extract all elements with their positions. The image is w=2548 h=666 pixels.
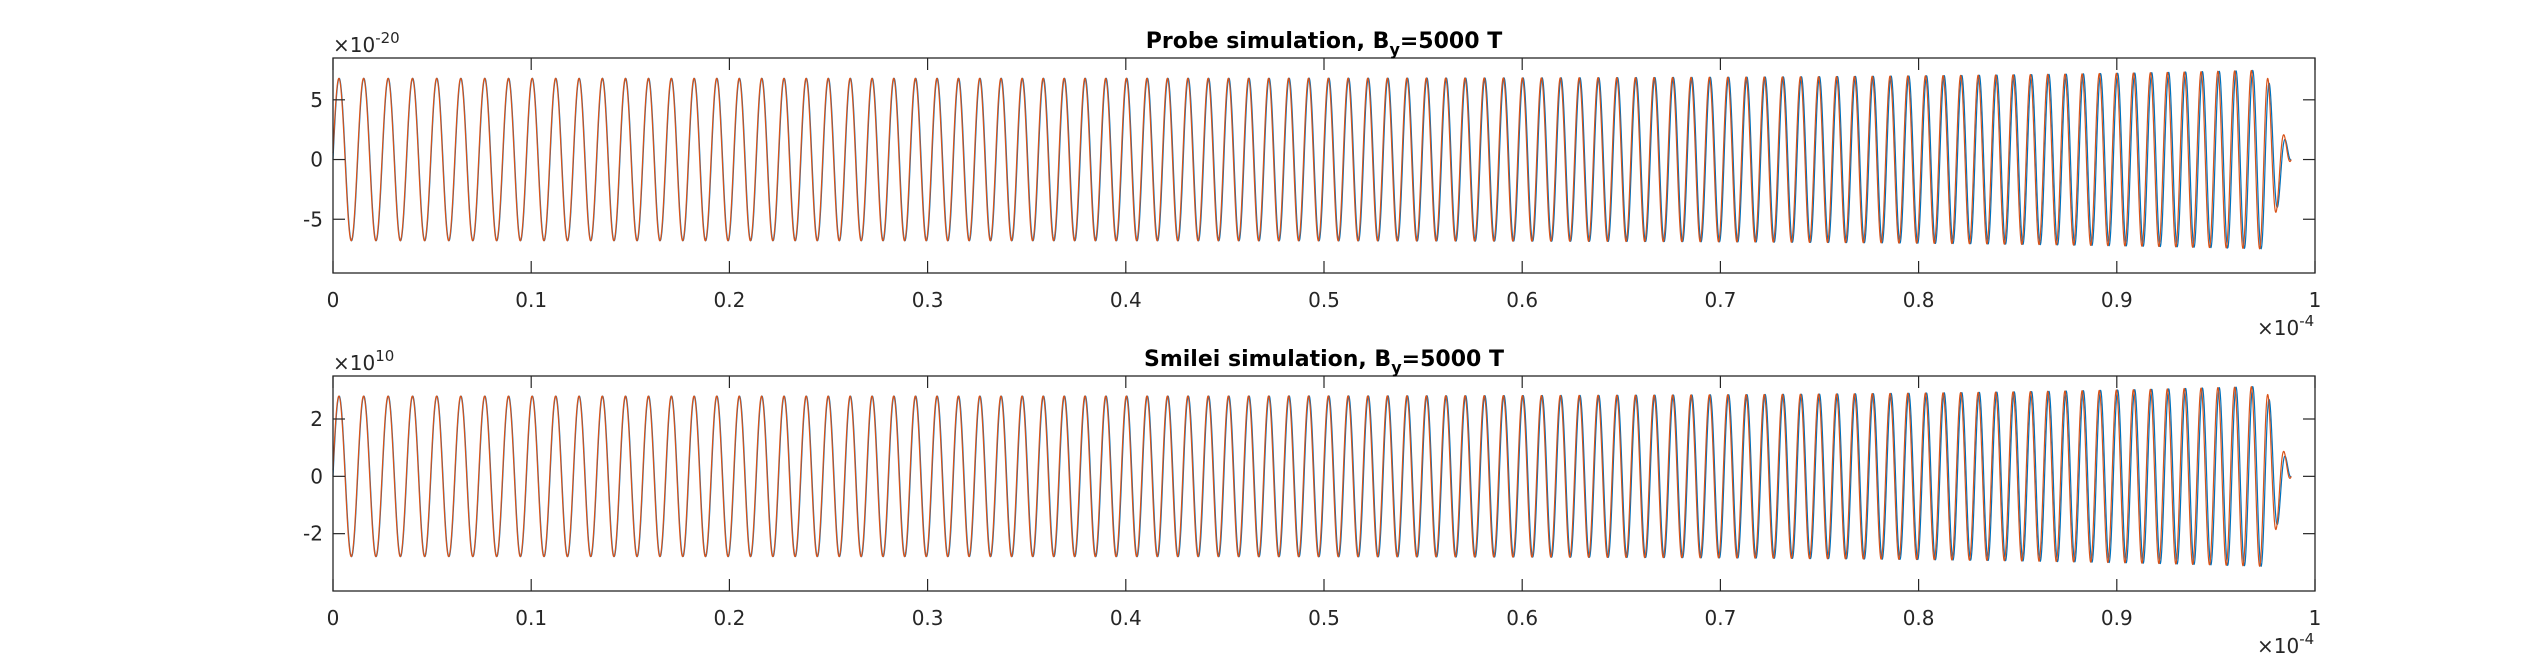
chart-title: Smilei simulation, By=5000 T [1144,347,1504,377]
y-tick-label: -2 [303,522,323,546]
y-tick-label: 0 [310,464,323,488]
x-tick-label: 0.6 [1506,606,1538,630]
series-line-1 [332,69,2292,250]
x-tick-label: 0.8 [1903,606,1935,630]
y-exponent-power: -20 [375,29,400,47]
y-tick-label: 2 [310,407,323,431]
x-tick-label: 0.8 [1903,288,1935,312]
x-tick-label: 1 [2309,288,2322,312]
x-tick-label: 0.4 [1110,288,1142,312]
series-group [332,386,2292,567]
chart-title: Probe simulation, By=5000 T [1146,29,1502,59]
x-tick-label: 0.2 [713,606,745,630]
x-tick-label: 0.2 [713,288,745,312]
x-tick-label: 0.9 [2101,606,2133,630]
x-tick-label: 0.1 [515,288,547,312]
y-exponent-label: ×1010 [333,347,394,375]
x-tick-label: 0.4 [1110,606,1142,630]
title-tail: =5000 T [1400,29,1502,54]
tick-group: 0 0.1 0.2 0.3 0.4 0.5 0.6 0.7 0.8 0.9 1 -2 0 2 [303,376,2321,630]
y-exponent-base: ×10 [333,351,375,375]
smilei-simulation-plot: 0 0.1 0.2 0.3 0.4 0.5 0.6 0.7 0.8 0.9 1 -2 0 2 Smilei… [303,347,2321,658]
y-exponent-power: 10 [375,347,394,365]
x-exponent-power: -4 [2299,630,2314,648]
y-tick-label: 0 [310,148,323,172]
x-exponent-label: ×10-4 [2257,312,2314,340]
x-exponent-base: ×10 [2257,316,2299,340]
x-exponent-label: ×10-4 [2257,630,2314,658]
x-tick-label: 0.7 [1704,288,1736,312]
title-subscript: y [1389,40,1400,59]
series-line-1 [332,386,2292,567]
x-tick-label: 0.9 [2101,288,2133,312]
x-tick-label: 0 [327,288,340,312]
y-exponent-label: ×10-20 [333,29,400,57]
x-tick-label: 0.7 [1704,606,1736,630]
y-tick-label: -5 [303,207,323,231]
x-exponent-power: -4 [2299,312,2314,330]
title-main: Smilei simulation, B [1144,347,1391,372]
tick-group: 0 0.1 0.2 0.3 0.4 0.5 0.6 0.7 0.8 0.9 1 -5 0 5 [303,58,2321,312]
x-exponent-base: ×10 [2257,634,2299,658]
x-tick-label: 0.3 [912,288,944,312]
series-group [332,69,2292,250]
x-tick-label: 0.6 [1506,288,1538,312]
y-exponent-base: ×10 [333,33,375,57]
probe-simulation-plot: 0 0.1 0.2 0.3 0.4 0.5 0.6 0.7 0.8 0.9 1 -5 0 5 Probe … [303,29,2321,340]
x-tick-label: 0.1 [515,606,547,630]
title-tail: =5000 T [1402,347,1504,372]
title-subscript: y [1391,358,1402,377]
x-tick-label: 0.5 [1308,288,1340,312]
x-tick-label: 0.3 [912,606,944,630]
y-tick-label: 5 [310,88,323,112]
x-tick-label: 0 [327,606,340,630]
x-tick-label: 0.5 [1308,606,1340,630]
title-main: Probe simulation, B [1146,29,1390,54]
x-tick-label: 1 [2309,606,2322,630]
